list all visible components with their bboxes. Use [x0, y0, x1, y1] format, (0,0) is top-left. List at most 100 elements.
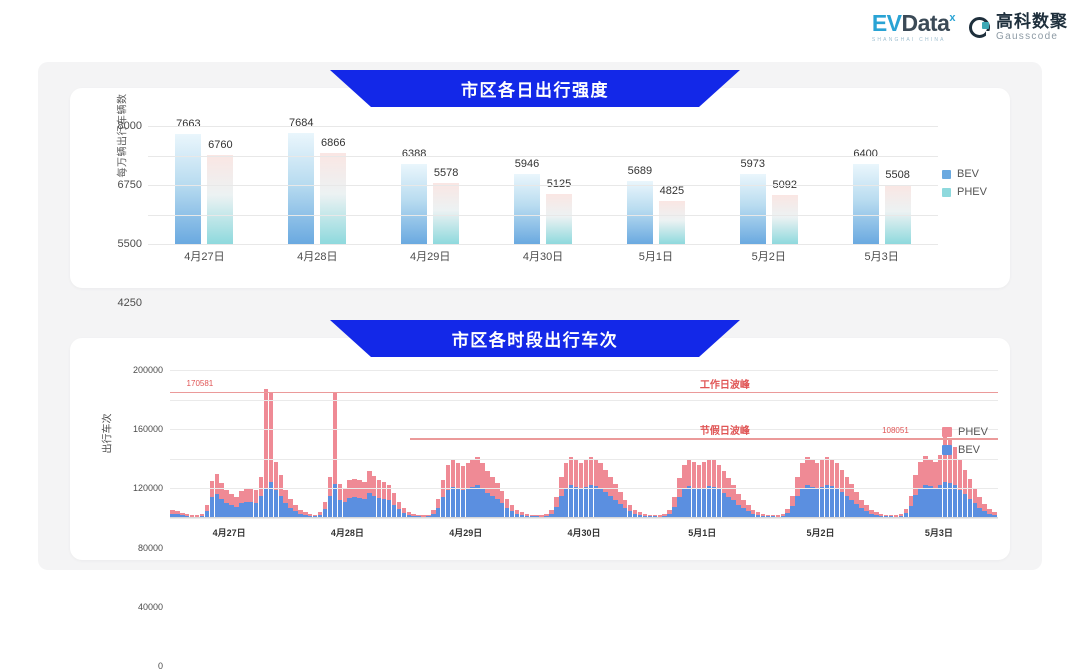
chart2-bar[interactable]: [859, 500, 864, 518]
chart2-bar[interactable]: [598, 463, 603, 518]
chart2-bar[interactable]: [908, 495, 913, 518]
chart2-bar[interactable]: [627, 505, 633, 518]
chart1-bar-phev[interactable]: 5092: [771, 179, 798, 244]
chart2-bar[interactable]: [372, 475, 377, 518]
chart1-bar-bev[interactable]: 7663: [175, 118, 202, 244]
chart2-bar[interactable]: [731, 485, 736, 518]
chart2-bar[interactable]: [938, 455, 943, 518]
chart2-bar[interactable]: [623, 500, 628, 518]
chart2-bar[interactable]: [992, 512, 997, 518]
chart2-bar[interactable]: [376, 480, 382, 518]
chart2-bar[interactable]: [726, 478, 731, 518]
chart1-bar-bev[interactable]: 7684: [288, 117, 315, 244]
chart2-bar[interactable]: [268, 392, 274, 518]
chart2-bar[interactable]: [903, 509, 909, 518]
chart2-bar[interactable]: [755, 512, 761, 518]
chart2-bar[interactable]: [864, 505, 869, 518]
chart2-bar[interactable]: [263, 388, 269, 518]
chart1-legend-item[interactable]: BEV: [942, 168, 987, 180]
chart2-bar[interactable]: [824, 457, 830, 518]
chart1-bar-bev[interactable]: 5946: [514, 158, 540, 244]
chart2-bar[interactable]: [721, 471, 726, 518]
chart2-bar[interactable]: [588, 457, 594, 518]
chart2-bar[interactable]: [800, 463, 805, 518]
chart2-bar[interactable]: [564, 463, 569, 518]
chart2-bar[interactable]: [967, 478, 973, 518]
chart2-bar[interactable]: [785, 509, 790, 518]
chart2-bar[interactable]: [445, 465, 451, 518]
chart2-bar[interactable]: [829, 458, 835, 518]
chart2-bar[interactable]: [913, 475, 918, 518]
chart2-bar[interactable]: [637, 512, 643, 518]
chart2-bar[interactable]: [229, 494, 234, 518]
chart2-bar[interactable]: [578, 463, 584, 518]
chart2-bar[interactable]: [736, 493, 741, 518]
chart2-bar[interactable]: [440, 479, 446, 518]
chart2-bar[interactable]: [879, 513, 884, 518]
chart2-bar[interactable]: [357, 480, 362, 518]
chart2-bar[interactable]: [746, 505, 751, 518]
chart2-bar[interactable]: [450, 460, 456, 518]
chart2-bar[interactable]: [180, 513, 185, 518]
chart2-bar[interactable]: [455, 463, 461, 518]
chart2-legend-item[interactable]: PHEV: [942, 426, 988, 438]
chart1-bar-phev[interactable]: 5578: [433, 167, 460, 244]
chart2-bar[interactable]: [559, 476, 564, 518]
chart2-bar[interactable]: [790, 495, 795, 518]
chart1-bar-phev[interactable]: 5125: [546, 178, 572, 244]
chart2-bar[interactable]: [554, 497, 559, 518]
chart2-bar[interactable]: [303, 512, 308, 518]
chart2-bar[interactable]: [672, 497, 677, 518]
chart2-bar[interactable]: [431, 509, 436, 518]
chart2-bar[interactable]: [244, 487, 249, 518]
chart2-bar[interactable]: [701, 461, 707, 518]
chart2-bar[interactable]: [810, 460, 815, 518]
chart2-bar[interactable]: [711, 460, 717, 518]
chart2-bar[interactable]: [849, 483, 854, 518]
chart2-bar[interactable]: [987, 509, 992, 518]
chart2-bar[interactable]: [962, 469, 968, 518]
chart2-bar[interactable]: [568, 457, 574, 518]
chart2-bar[interactable]: [874, 512, 879, 518]
chart2-bar[interactable]: [204, 505, 210, 518]
chart2-bar[interactable]: [258, 476, 264, 518]
chart2-bar[interactable]: [972, 487, 977, 518]
chart2-bar[interactable]: [716, 464, 721, 518]
chart2-bar[interactable]: [933, 461, 938, 518]
chart2-bar[interactable]: [918, 461, 923, 518]
chart2-legend-item[interactable]: BEV: [942, 444, 988, 456]
chart2-bar[interactable]: [347, 480, 352, 518]
chart2-bar[interactable]: [667, 509, 672, 518]
chart2-bar[interactable]: [362, 481, 367, 518]
chart2-bar[interactable]: [224, 489, 229, 518]
chart2-bar[interactable]: [982, 503, 987, 518]
chart2-bar[interactable]: [436, 498, 441, 518]
chart2-bar[interactable]: [928, 458, 933, 518]
chart1-bar-phev[interactable]: 6866: [320, 137, 347, 244]
chart2-bar[interactable]: [322, 501, 328, 518]
chart2-bar[interactable]: [175, 511, 180, 518]
chart2-bar[interactable]: [411, 513, 416, 518]
chart2-bar[interactable]: [396, 501, 402, 518]
chart2-bar[interactable]: [465, 463, 470, 518]
chart2-bar[interactable]: [234, 497, 239, 518]
chart2-bar[interactable]: [687, 458, 692, 518]
chart2-bar[interactable]: [613, 483, 618, 518]
chart2-bar[interactable]: [947, 438, 953, 518]
chart2-bar[interactable]: [760, 513, 766, 518]
chart2-bar[interactable]: [214, 473, 219, 518]
chart2-bar[interactable]: [952, 446, 958, 518]
chart2-bar[interactable]: [308, 513, 313, 518]
chart2-bar[interactable]: [278, 475, 283, 518]
chart2-bar[interactable]: [696, 464, 702, 518]
chart2-bar[interactable]: [337, 483, 343, 518]
chart2-bar[interactable]: [391, 492, 397, 518]
chart2-bar[interactable]: [367, 470, 372, 518]
chart2-bar[interactable]: [834, 463, 840, 518]
chart2-bar[interactable]: [805, 457, 810, 518]
chart2-bar[interactable]: [386, 484, 392, 518]
chart2-bar[interactable]: [317, 512, 323, 518]
chart2-bar[interactable]: [504, 498, 510, 518]
chart2-bar[interactable]: [815, 463, 820, 518]
chart2-bar[interactable]: [209, 481, 215, 518]
